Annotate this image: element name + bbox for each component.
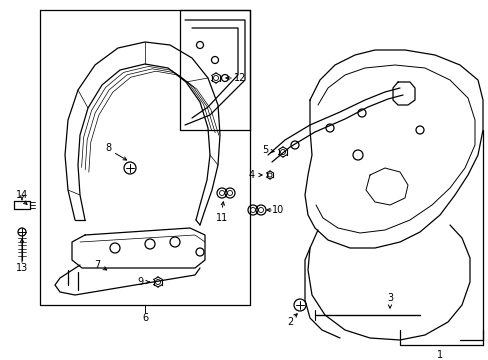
Text: 1: 1 (436, 350, 442, 360)
Text: 11: 11 (215, 213, 228, 223)
Text: 9: 9 (137, 277, 143, 287)
Text: 3: 3 (386, 293, 392, 303)
Text: 6: 6 (142, 313, 148, 323)
Text: 5: 5 (262, 145, 267, 155)
Text: 14: 14 (16, 190, 28, 200)
Text: 2: 2 (286, 317, 292, 327)
Text: 8: 8 (105, 143, 111, 153)
Text: 7: 7 (94, 260, 100, 270)
Text: 13: 13 (16, 263, 28, 273)
Text: 10: 10 (271, 205, 284, 215)
Text: 12: 12 (233, 73, 245, 83)
Text: 4: 4 (248, 170, 255, 180)
